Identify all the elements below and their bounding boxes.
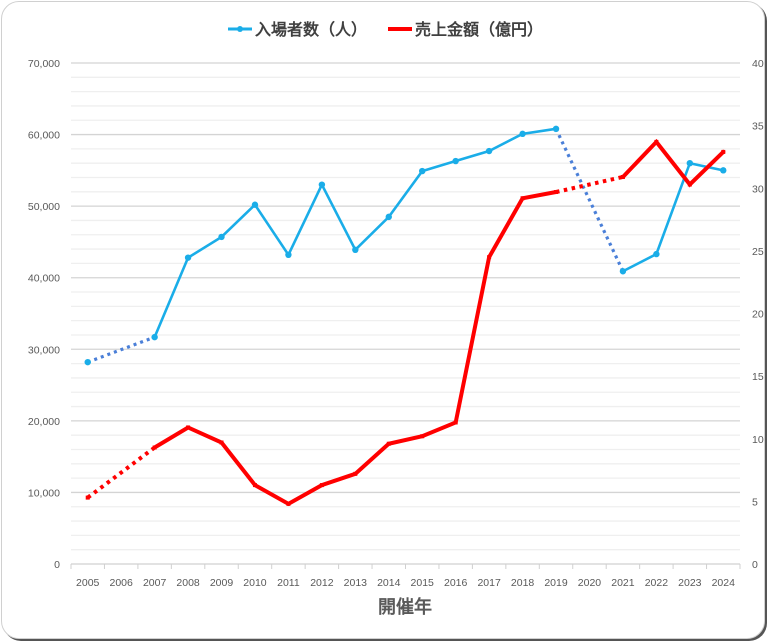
y-left-tick-label: 0 [54,559,60,571]
y-left-tick-label: 60,000 [28,130,60,142]
data-point-marker [353,471,358,476]
data-point-marker [285,251,292,259]
data-point-marker [620,174,625,179]
gap-connector [86,445,156,500]
data-point-marker [687,182,692,187]
x-tick-label: 2005 [76,577,100,589]
legend-label-sales: 売上金額（億円） [415,20,543,39]
x-tick-label: 2009 [210,577,234,589]
data-point-marker [219,440,224,445]
data-point-marker [151,333,158,341]
data-point-marker [352,246,359,254]
series-lines [84,125,727,507]
axes: 0 10,000 20,000 30,000 40,000 50,000 60,000 70,… [28,58,764,589]
legend-item-visitors[interactable]: 入場者数（人） [228,20,367,39]
legend-marker-visitors-icon [237,26,243,32]
series-line [152,190,559,507]
data-point-marker [485,147,493,155]
data-point-marker [520,196,525,201]
x-tick-label: 2014 [377,577,401,589]
y-left-tick-label: 70,000 [28,58,60,70]
x-tick-label: 2022 [645,577,669,589]
data-point-marker [385,213,392,221]
y-left-tick-label: 40,000 [28,273,60,285]
data-point-marker [721,149,726,154]
y-right-tick-label: 10 [752,434,764,446]
data-point-marker [653,250,660,258]
y-right-tick-label: 30 [752,183,764,195]
x-tick-label: 2013 [344,577,368,589]
y-right-tick-label: 25 [752,246,764,258]
x-tick-label: 2020 [578,577,602,589]
data-point-marker [218,233,225,241]
y-left-tick-label: 30,000 [28,344,60,356]
x-axis-title: 開催年 [378,596,432,618]
data-point-marker [420,434,425,439]
data-point-marker [619,268,627,275]
x-tick-label: 2010 [243,577,267,589]
data-point-marker [251,201,259,208]
y-right-tick-label: 0 [752,559,758,571]
legend: 入場者数（人） 売上金額（億円） [228,20,543,39]
x-tick-label: 2023 [678,577,702,589]
y-left-tick-label: 10,000 [28,487,60,499]
y-right-tick-label: 20 [752,309,764,321]
x-tick-label: 2008 [176,577,200,589]
x-tick-label: 2018 [511,577,535,589]
gap-connector [554,128,625,272]
x-tick-label: 2017 [477,577,501,589]
x-tick-label: 2021 [611,577,635,589]
y-left-tick-label: 20,000 [28,416,60,428]
data-point-marker [152,445,157,450]
x-tick-label: 2011 [277,577,300,589]
gap-connector [87,335,156,364]
data-point-marker [318,181,326,188]
data-point-marker [452,157,459,165]
data-point-marker [654,139,659,144]
data-point-marker [519,130,526,138]
x-tick-label: 2007 [143,577,167,589]
series-line [621,161,725,273]
gap-connector [555,175,624,194]
y-left-tick-label: 50,000 [28,201,60,213]
legend-item-sales[interactable]: 売上金額（億円） [388,20,543,39]
data-point-marker [720,167,727,174]
data-point-marker [252,483,257,488]
y-right-tick-label: 5 [752,496,758,508]
series-sales [85,138,726,507]
data-point-marker [386,441,391,446]
x-tick-label: 2024 [712,577,736,589]
gridlines [71,62,740,551]
data-point-marker [286,501,291,506]
data-point-marker [319,483,324,488]
x-tick-label: 2006 [109,577,133,589]
x-tick-label: 2016 [444,577,468,589]
data-point-marker [84,358,91,366]
series-line [620,138,726,188]
data-point-marker [554,190,559,195]
data-point-marker [419,167,426,175]
data-point-marker [453,420,458,425]
series-visitors [84,125,727,366]
data-point-marker [85,495,90,500]
y-right-tick-label: 40 [752,58,764,70]
data-point-marker [186,425,191,430]
legend-label-visitors: 入場者数（人） [255,20,367,39]
data-point-marker [552,125,560,133]
data-point-marker [686,160,694,167]
x-tick-label: 2012 [310,577,334,589]
x-tick-label: 2015 [411,577,435,589]
x-tick-label: 2019 [544,577,568,589]
data-point-marker [487,255,492,260]
y-right-tick-label: 15 [752,371,764,383]
y-right-tick-label: 35 [752,121,764,133]
data-point-marker [184,254,192,261]
